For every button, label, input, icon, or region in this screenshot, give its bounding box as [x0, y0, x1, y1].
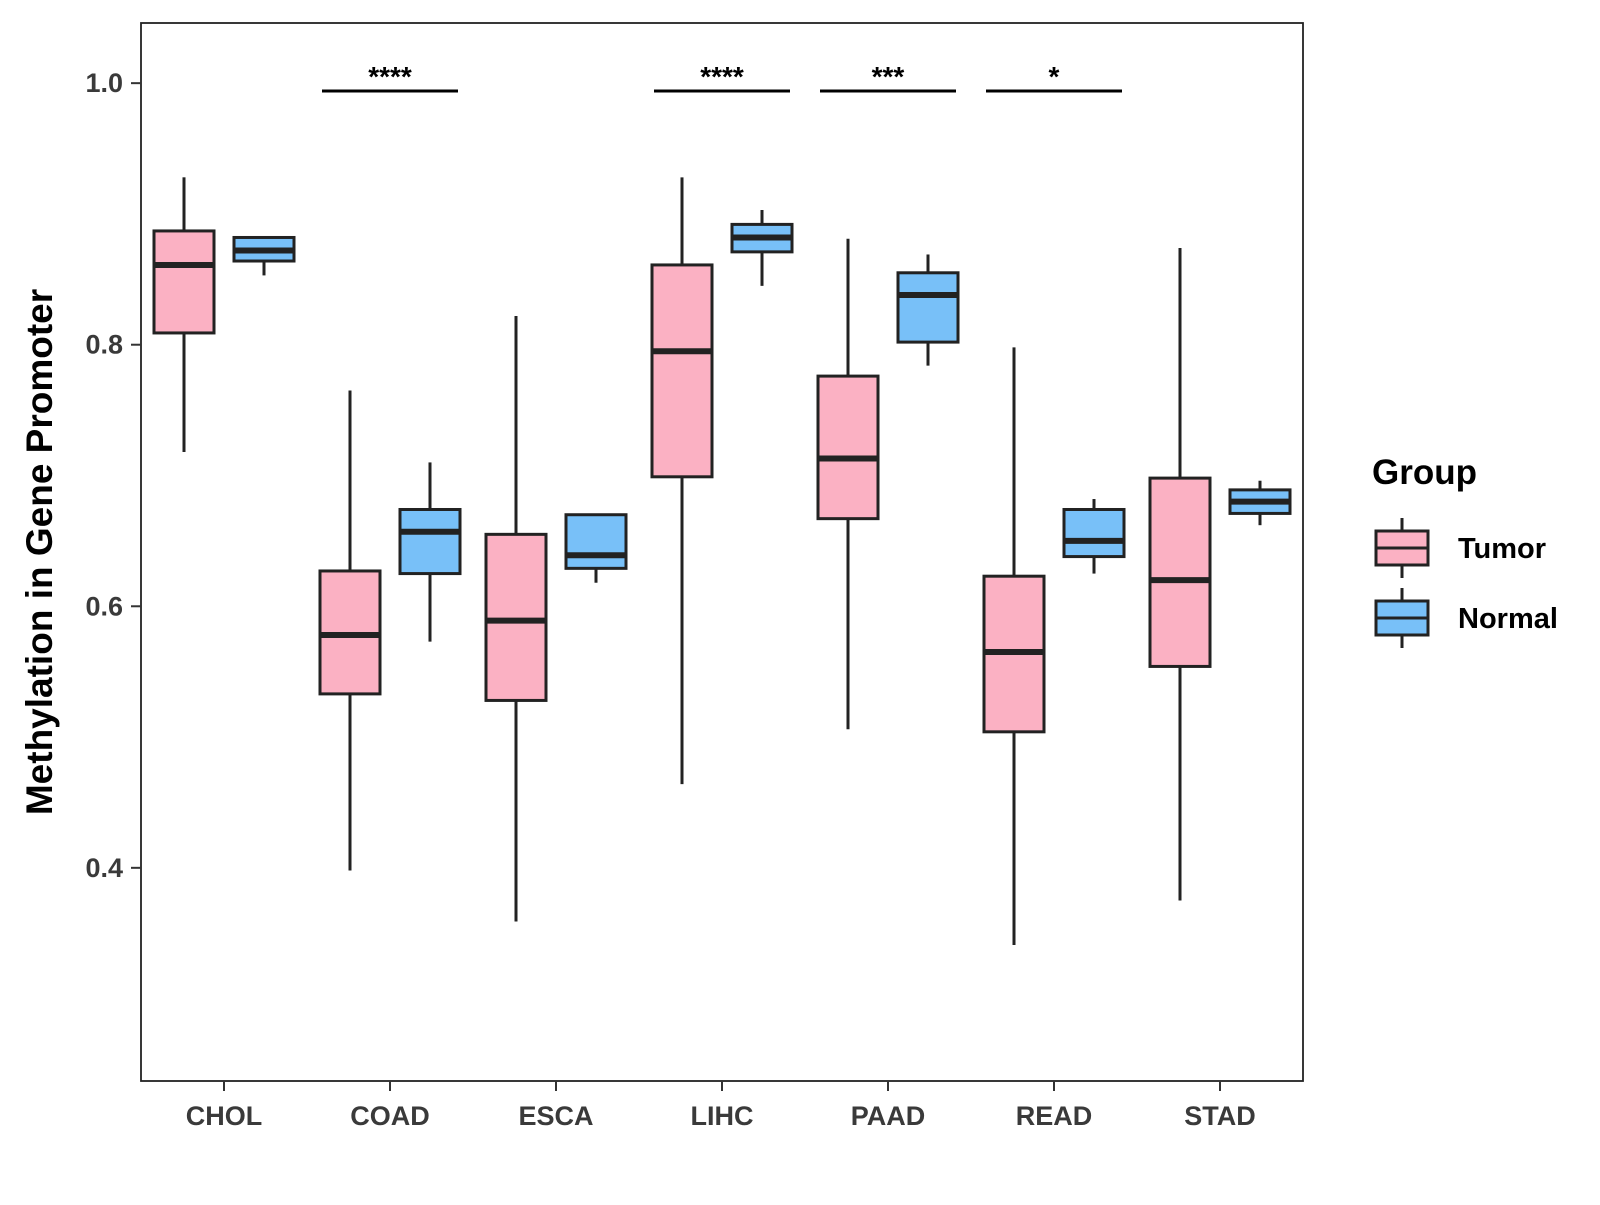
y-tick-label-0.6: 0.6: [85, 591, 123, 621]
iqr-rect-tumor-esca: [484, 532, 548, 702]
sig-label-paad: ***: [872, 61, 905, 92]
box-tumor-paad: [816, 238, 880, 730]
x-tick-label-coad: COAD: [350, 1101, 430, 1131]
x-tick-label-read: READ: [1016, 1101, 1093, 1131]
box-tumor-lihc: [650, 177, 714, 785]
y-axis: 0.4 0.6 0.8 1.0: [85, 68, 141, 883]
iqr-rect-tumor-chol: [152, 229, 216, 335]
box-tumor-read: [982, 347, 1046, 945]
box-normal-chol: [232, 235, 296, 276]
box-tumor-chol: [152, 177, 216, 452]
sig-label-coad: ****: [368, 61, 412, 92]
x-tick-label-lihc: LIHC: [691, 1101, 754, 1131]
box-tumor-esca: [484, 315, 548, 922]
y-tick-label-1.0: 1.0: [85, 68, 123, 98]
legend-label-normal: Normal: [1458, 603, 1558, 635]
y-tick-label-0.4: 0.4: [85, 853, 123, 883]
significance-annotations: **** **** *** *: [322, 61, 1122, 93]
iqr-rect-tumor-stad: [1148, 476, 1212, 668]
y-axis-label: Methylation in Gene Promoter: [19, 289, 60, 815]
x-axis: CHOL COAD ESCA LIHC PAAD READ STAD: [186, 1081, 1256, 1131]
iqr-rect-tumor-lihc: [650, 263, 714, 479]
box-normal-read: [1062, 499, 1126, 574]
x-tick-label-esca: ESCA: [518, 1101, 593, 1131]
legend-item-normal: Normal: [1374, 588, 1558, 648]
box-tumor-stad: [1148, 247, 1212, 901]
sig-label-lihc: ****: [700, 61, 744, 92]
plot-area: [140, 22, 1304, 1082]
iqr-rect-normal-coad: [398, 507, 462, 576]
x-tick-label-paad: PAAD: [851, 1101, 926, 1131]
x-tick-label-stad: STAD: [1184, 1101, 1256, 1131]
box-normal-paad: [896, 254, 960, 366]
iqr-rect-normal-paad: [896, 271, 960, 344]
iqr-rect-normal-esca: [564, 513, 628, 570]
iqr-rect-tumor-paad: [816, 374, 880, 521]
iqr-rect-normal-read: [1062, 507, 1126, 559]
sig-label-read: *: [1049, 61, 1060, 92]
legend-title: Group: [1372, 453, 1477, 492]
plot-panel-border: [140, 22, 1304, 1082]
legend: Group Tumor Normal: [1372, 453, 1558, 648]
y-tick-label-0.8: 0.8: [85, 330, 123, 360]
box-normal-stad: [1228, 480, 1292, 526]
legend-label-tumor: Tumor: [1458, 533, 1546, 565]
box-normal-lihc: [730, 210, 794, 286]
legend-item-tumor: Tumor: [1374, 518, 1546, 578]
box-tumor-coad: [318, 390, 382, 871]
box-normal-coad: [398, 462, 462, 642]
box-normal-esca: [564, 513, 628, 583]
x-tick-label-chol: CHOL: [186, 1101, 263, 1131]
